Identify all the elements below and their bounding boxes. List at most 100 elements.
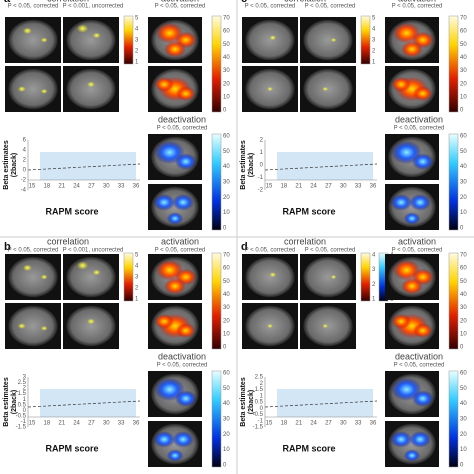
activation-blob xyxy=(403,449,421,462)
x-tick-label: 15 xyxy=(266,421,273,427)
activation-blob xyxy=(412,153,434,170)
correlation-title: correlation xyxy=(284,0,326,3)
colorbar-tick: 4 xyxy=(372,27,376,33)
x-tick-label: 33 xyxy=(118,421,125,427)
brain-slice xyxy=(8,256,58,298)
colorbar-tick: 10 xyxy=(223,447,230,453)
brain-slice xyxy=(303,256,353,298)
scatter-cloud xyxy=(277,152,373,180)
colorbar-tick: 60 xyxy=(223,371,230,377)
activation-blob xyxy=(267,86,273,92)
activation-blob xyxy=(409,431,431,448)
colorbar-tick: 30 xyxy=(223,180,230,186)
x-tick-label: 24 xyxy=(310,421,317,427)
activation-blob xyxy=(322,323,328,329)
p-threshold: P < 0.05, corrected xyxy=(155,248,206,254)
activation-blob xyxy=(166,449,184,462)
colorbar-tick: 0 xyxy=(460,108,464,114)
y-tick-label: 1 xyxy=(23,397,27,403)
correlation-title: correlation xyxy=(47,0,89,3)
activation-title: activation xyxy=(161,0,199,3)
activation-blob xyxy=(77,261,89,270)
regression-line xyxy=(264,163,378,171)
x-tick-label: 24 xyxy=(310,184,317,190)
x-tick-label: 18 xyxy=(44,184,51,190)
p-threshold: P < 0.05, corrected xyxy=(157,363,208,369)
colorbar-tick: 50 xyxy=(223,386,230,392)
y-axis-label: Beta estimates xyxy=(3,377,10,427)
y-axis-label: Beta estimates xyxy=(240,140,247,190)
p-threshold: P < 0.05, corrected xyxy=(392,4,443,10)
y-tick-label: 2 xyxy=(260,381,264,387)
colorbar xyxy=(448,370,459,468)
y-tick-label: 0 xyxy=(260,163,264,169)
x-tick-label: 27 xyxy=(325,421,332,427)
colorbar-tick: 20 xyxy=(460,432,467,438)
colorbar-tick: 2 xyxy=(135,49,139,55)
activation-blob xyxy=(87,81,95,88)
panel-label: b xyxy=(4,241,11,253)
colorbar-tick: 50 xyxy=(223,42,230,48)
y-tick-label: -4 xyxy=(21,188,27,194)
colorbar-tick: 40 xyxy=(460,55,467,61)
x-tick-label: 21 xyxy=(58,184,65,190)
activation-blob xyxy=(403,212,421,225)
colorbar-tick: 20 xyxy=(223,195,230,201)
colorbar-tick: 4 xyxy=(372,253,376,259)
y-tick-label: 4 xyxy=(23,148,27,154)
colorbar-tick: 50 xyxy=(460,42,467,48)
y-tick-label: -0.5 xyxy=(16,413,27,419)
colorbar-tick: 30 xyxy=(460,305,467,311)
colorbar-tick: 70 xyxy=(460,16,467,22)
activation-blob xyxy=(22,27,32,35)
activation-blob xyxy=(412,390,434,407)
colorbar-tick: 30 xyxy=(460,68,467,74)
activation-title: activation xyxy=(161,236,199,246)
colorbar-tick: 40 xyxy=(223,292,230,298)
deactivation-title: deactivation xyxy=(395,114,443,124)
brain-slice xyxy=(8,305,58,347)
colorbar-tick: 1 xyxy=(135,60,139,66)
colorbar-tick: 5 xyxy=(135,253,139,259)
colorbar xyxy=(123,252,134,302)
activation-blob xyxy=(269,35,277,41)
y-tick-label: -1 xyxy=(258,418,264,424)
colorbar-tick: 60 xyxy=(460,29,467,35)
regression-line xyxy=(264,400,378,408)
y-tick-label: 0.5 xyxy=(255,400,264,406)
p-threshold: P < 0.05, corrected xyxy=(305,4,356,10)
activation-blob xyxy=(17,323,26,329)
colorbar xyxy=(211,252,222,350)
colorbar xyxy=(448,252,459,350)
activation-blob xyxy=(330,274,337,280)
x-tick-label: 15 xyxy=(266,184,273,190)
y-tick-label: -1 xyxy=(21,419,27,425)
p-threshold: P < 0.001, uncorrected xyxy=(63,248,124,254)
p-threshold: P < 0.001, uncorrected xyxy=(63,4,124,10)
x-tick-label: 30 xyxy=(340,421,347,427)
x-tick-label: 24 xyxy=(73,421,80,427)
activation-blob xyxy=(154,313,174,329)
x-tick-label: 27 xyxy=(88,184,95,190)
colorbar-tick: 10 xyxy=(460,210,467,216)
x-tick-label: 15 xyxy=(29,184,36,190)
y-tick-label: 2 xyxy=(23,158,27,164)
colorbar-tick: 30 xyxy=(223,305,230,311)
colorbar-tick: 20 xyxy=(223,432,230,438)
x-tick-label: 36 xyxy=(370,184,377,190)
activation-blob xyxy=(390,431,412,448)
y-tick-label: 1.5 xyxy=(255,387,264,393)
deactivation-title: deactivation xyxy=(395,351,443,361)
scatter-cloud xyxy=(40,152,136,180)
x-tick-label: 18 xyxy=(44,421,51,427)
x-tick-label: 18 xyxy=(281,184,288,190)
brain-slice xyxy=(303,305,353,347)
colorbar-tick: 70 xyxy=(223,16,230,22)
p-threshold: P < 0.05, corrected xyxy=(245,248,296,254)
colorbar-tick: 0 xyxy=(223,108,227,114)
y-tick-label: 6 xyxy=(23,138,27,144)
colorbar-tick: 40 xyxy=(223,55,230,61)
colorbar-tick: 0 xyxy=(460,463,464,469)
